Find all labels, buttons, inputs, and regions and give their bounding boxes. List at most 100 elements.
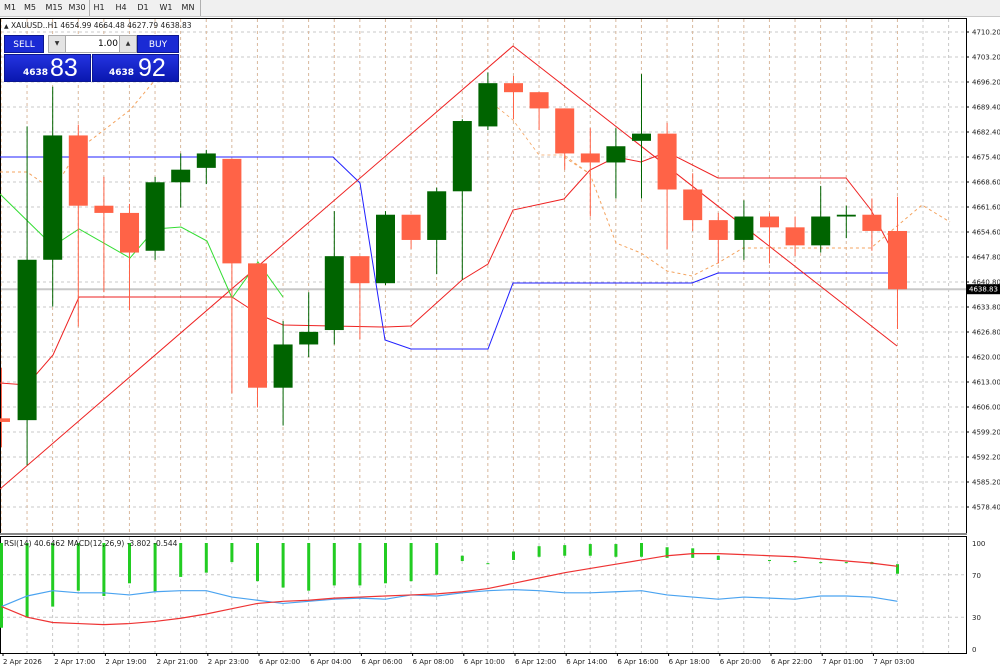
time-axis-label: 6 Apr 22:00 — [771, 658, 812, 666]
subwindow-scale-label: 70 — [972, 572, 981, 580]
bull-candle — [427, 191, 447, 240]
time-axis-label: 2 Apr 21:00 — [157, 658, 198, 666]
time-axis-label: 6 Apr 12:00 — [515, 658, 556, 666]
timeframe-m5[interactable]: M5 — [24, 3, 36, 12]
bear-candle — [68, 135, 88, 206]
price-axis-label: 4675.40 — [972, 154, 1000, 162]
price-axis-label: 4599.20 — [972, 429, 1000, 437]
lot-size-input[interactable] — [66, 36, 120, 52]
bear-candle — [529, 92, 549, 109]
bull-candle — [811, 216, 831, 246]
time-axis-label: 2 Apr 19:00 — [105, 658, 146, 666]
price-axis-label: 4578.40 — [972, 504, 1000, 512]
upper-band-red — [0, 151, 898, 386]
channel-line-blue — [0, 156, 895, 350]
buy-price-prefix: 4638 — [109, 68, 135, 78]
chart-symbol-info: ▲ XAUUSD..H1 4654.99 4664.48 4627.79 463… — [4, 21, 192, 30]
price-axis-label: 4633.80 — [972, 304, 1000, 312]
current-price-tag — [967, 284, 1000, 295]
time-axis-label: 6 Apr 14:00 — [566, 658, 607, 666]
time-axis-label: 6 Apr 04:00 — [310, 658, 351, 666]
bull-candle — [734, 216, 754, 240]
price-axis-label: 4613.00 — [972, 379, 1000, 387]
sell-button[interactable]: SELL — [4, 35, 44, 53]
bear-candle — [0, 418, 10, 422]
price-axis-label: 4647.80 — [972, 254, 1000, 262]
time-axis-label: 6 Apr 16:00 — [617, 658, 658, 666]
bear-candle — [350, 256, 370, 284]
bull-candle — [478, 83, 498, 127]
macd-signal-line — [1, 552, 898, 626]
price-axis-label: 4703.20 — [972, 54, 1000, 62]
bear-candle — [580, 153, 600, 163]
bull-candle — [376, 214, 395, 284]
timeframe-m1[interactable]: M1 — [4, 3, 16, 12]
time-axis-label: 6 Apr 18:00 — [669, 658, 710, 666]
buy-button[interactable]: BUY — [137, 35, 179, 53]
down-triangle-icon: ▼ — [54, 40, 60, 47]
time-axis-label: 6 Apr 10:00 — [464, 658, 505, 666]
price-axis-label: 4710.20 — [972, 29, 1000, 37]
bear-candle — [555, 108, 575, 154]
lot-increase-button[interactable]: ▲ — [119, 36, 136, 52]
timeframe-m15[interactable]: M15 — [45, 3, 63, 12]
bear-candle — [708, 220, 728, 240]
bear-candle — [120, 212, 139, 253]
zigzag-line — [0, 45, 898, 490]
bull-candle — [299, 331, 319, 345]
timeframe-m30[interactable]: M30 — [68, 3, 86, 12]
bull-candle — [17, 259, 37, 421]
lot-size-stepper: ▼ ▲ — [48, 35, 137, 53]
timeframe-d1[interactable]: D1 — [137, 3, 149, 12]
bear-candle — [504, 83, 523, 93]
moving-average-green — [0, 193, 284, 300]
up-triangle-icon: ▲ — [125, 40, 131, 47]
bear-candle — [401, 214, 421, 240]
indicator-info: RSI(14) 40.6462 MACD(12,26,9) -3.802 -0.… — [4, 539, 178, 548]
bear-candle — [760, 216, 779, 228]
time-axis-label: 6 Apr 20:00 — [720, 658, 761, 666]
subwindow-scale-label: 0 — [972, 646, 976, 654]
time-axis-label: 6 Apr 08:00 — [413, 658, 454, 666]
bull-candle — [606, 146, 626, 163]
bull-candle — [452, 121, 472, 192]
bear-candle — [888, 230, 907, 290]
timeframe-mn[interactable]: MN — [181, 3, 195, 12]
price-axis-label: 4585.20 — [972, 479, 1000, 487]
sell-price-box[interactable]: 4638 83 — [4, 54, 91, 82]
collapse-triangle-icon[interactable]: ▲ — [4, 23, 9, 30]
rsi-line — [1, 589, 898, 608]
sell-price-pips: 83 — [50, 54, 78, 82]
timeframe-h1[interactable]: H1 — [93, 3, 105, 12]
price-axis-label: 4592.20 — [972, 454, 1000, 462]
price-axis-label: 4689.40 — [972, 104, 1000, 112]
toolbar-separator — [200, 0, 201, 16]
lot-decrease-button[interactable]: ▼ — [49, 36, 66, 52]
price-axis-label: 4668.60 — [972, 179, 1000, 187]
bear-candle — [94, 205, 114, 213]
time-axis-label: 6 Apr 02:00 — [259, 658, 300, 666]
time-axis-label: 7 Apr 01:00 — [822, 658, 863, 666]
time-axis-label: 2 Apr 17:00 — [54, 658, 95, 666]
price-axis-label: 4606.00 — [972, 404, 1000, 412]
bull-candle — [836, 214, 856, 217]
timeframe-toolbar: M1 M5 M15 M30 H1 H4 D1 W1 MN — [0, 0, 1000, 17]
bull-candle — [273, 344, 293, 388]
bull-candle — [632, 133, 651, 141]
bear-candle — [785, 227, 805, 246]
price-axis-label: 4654.60 — [972, 229, 1000, 237]
bull-candle — [43, 135, 63, 260]
buy-price-pips: 92 — [138, 54, 166, 82]
toolbar-separator — [89, 0, 90, 16]
timeframe-h4[interactable]: H4 — [115, 3, 127, 12]
time-axis-label: 2 Apr 23:00 — [208, 658, 249, 666]
bear-candle — [657, 133, 677, 190]
price-axis-label: 4682.40 — [972, 129, 1000, 137]
timeframe-w1[interactable]: W1 — [159, 3, 173, 12]
bull-candle — [171, 169, 191, 183]
bear-candle — [248, 263, 267, 388]
buy-price-box[interactable]: 4638 92 — [92, 54, 179, 82]
time-axis-label: 2 Apr 2026 — [3, 658, 42, 666]
symbol-ohlc-text: XAUUSD..H1 4654.99 4664.48 4627.79 4638.… — [11, 21, 192, 30]
